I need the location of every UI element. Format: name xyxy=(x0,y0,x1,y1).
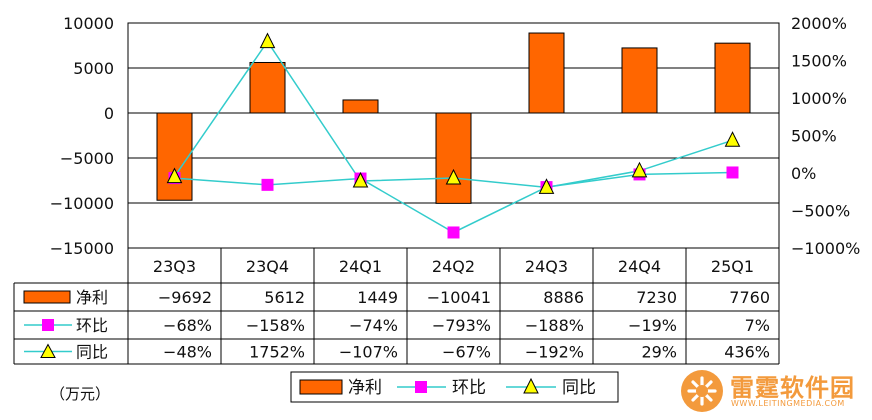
category-label: 24Q2 xyxy=(432,257,475,276)
yoy-point-24Q3 xyxy=(538,178,555,194)
category-label: 25Q1 xyxy=(711,257,754,276)
yoy-point-23Q4 xyxy=(259,32,276,49)
bar-24Q3 xyxy=(528,32,565,114)
qoq-point-24Q2 xyxy=(447,226,460,239)
table-cell-value: −48% xyxy=(163,343,212,362)
table-cell-value: 7% xyxy=(745,316,770,335)
bar-23Q4 xyxy=(249,61,286,114)
right-axis-tick-label: 1500% xyxy=(791,52,847,71)
qoq-point-25Q1 xyxy=(726,166,739,179)
right-axis-tick-label: 1000% xyxy=(791,89,847,108)
left-axis-tick-label: 5000 xyxy=(73,59,114,78)
table-cell-value: −192% xyxy=(525,343,584,362)
table-cell-value: −67% xyxy=(442,343,491,362)
table-cell-value: −68% xyxy=(163,316,212,335)
watermark-url: WWW.LEITINGMEDIA.COM xyxy=(731,399,845,408)
bar-23Q3 xyxy=(156,112,193,201)
table-row-label: 环比 xyxy=(76,316,108,335)
table-cell-value: 7760 xyxy=(729,288,770,307)
left-axis-tick-label: −15000 xyxy=(50,239,114,258)
category-label: 24Q1 xyxy=(339,257,382,276)
right-axis-tick-label: 2000% xyxy=(791,14,847,33)
left-axis-tick-label: 0 xyxy=(104,104,114,123)
table-cell-value: 5612 xyxy=(264,288,305,307)
category-label: 23Q3 xyxy=(153,257,196,276)
table-cell-value: −74% xyxy=(349,316,398,335)
legend-box xyxy=(290,371,619,403)
yoy-point-24Q4 xyxy=(631,161,648,178)
legend-label: 环比 xyxy=(452,378,486,398)
table-cell-value: −188% xyxy=(525,316,584,335)
left-axis-tick-label: −5000 xyxy=(60,149,114,168)
yoy-point-24Q2 xyxy=(445,168,462,185)
yoy-point-23Q3 xyxy=(166,167,183,184)
table-cell-value: 29% xyxy=(641,343,677,362)
bar-24Q2 xyxy=(435,112,472,204)
table-cell-value: −9692 xyxy=(158,288,212,307)
right-axis-tick-label: 500% xyxy=(791,127,837,146)
legend-key-qoq-marker xyxy=(415,381,427,393)
table-key-qoq-marker xyxy=(42,319,54,331)
table-key-yoy-marker xyxy=(40,343,56,358)
table-cell-value: −19% xyxy=(628,316,677,335)
yoy-point-24Q1 xyxy=(352,171,369,188)
left-axis-tick-label: 10000 xyxy=(63,14,114,33)
table-cell-value: 8886 xyxy=(543,288,584,307)
table-cell-value: 1752% xyxy=(249,343,305,362)
unit-label: （万元） xyxy=(50,385,111,403)
bar-25Q1 xyxy=(714,42,751,114)
watermark: 雷霆软件园 WWW.LEITINGMEDIA.COM xyxy=(676,366,870,416)
bar-24Q1 xyxy=(342,99,379,114)
table-cell-value: −793% xyxy=(432,316,491,335)
table-cell-value: −10041 xyxy=(427,288,491,307)
legend-label: 同比 xyxy=(562,378,596,398)
watermark-logo-icon xyxy=(681,370,723,412)
table-key-bar xyxy=(23,290,71,304)
category-label: 24Q3 xyxy=(525,257,568,276)
table-row-label: 同比 xyxy=(76,343,108,362)
legend-label: 净利 xyxy=(348,378,382,398)
left-axis-tick-label: −10000 xyxy=(50,194,114,213)
right-axis-tick-label: −1000% xyxy=(791,239,860,258)
legend-key-yoy-marker xyxy=(523,377,539,394)
category-label: 23Q4 xyxy=(246,257,289,276)
table-cell-value: −107% xyxy=(339,343,398,362)
table-row-label: 净利 xyxy=(76,288,108,307)
yoy-point-25Q1 xyxy=(724,131,741,147)
table-cell-value: −158% xyxy=(246,316,305,335)
bar-24Q4 xyxy=(621,47,658,114)
table-cell-value: 1449 xyxy=(357,288,398,307)
right-axis-tick-label: 0% xyxy=(791,164,816,183)
table-cell-value: 436% xyxy=(724,343,770,362)
legend-key-bar xyxy=(299,379,343,395)
category-label: 24Q4 xyxy=(618,257,661,276)
table-cell-value: 7230 xyxy=(636,288,677,307)
watermark-title: 雷霆软件园 xyxy=(730,374,855,402)
right-axis-tick-label: −500% xyxy=(791,202,850,221)
qoq-point-23Q4 xyxy=(261,178,274,191)
plot-frame xyxy=(127,22,780,249)
